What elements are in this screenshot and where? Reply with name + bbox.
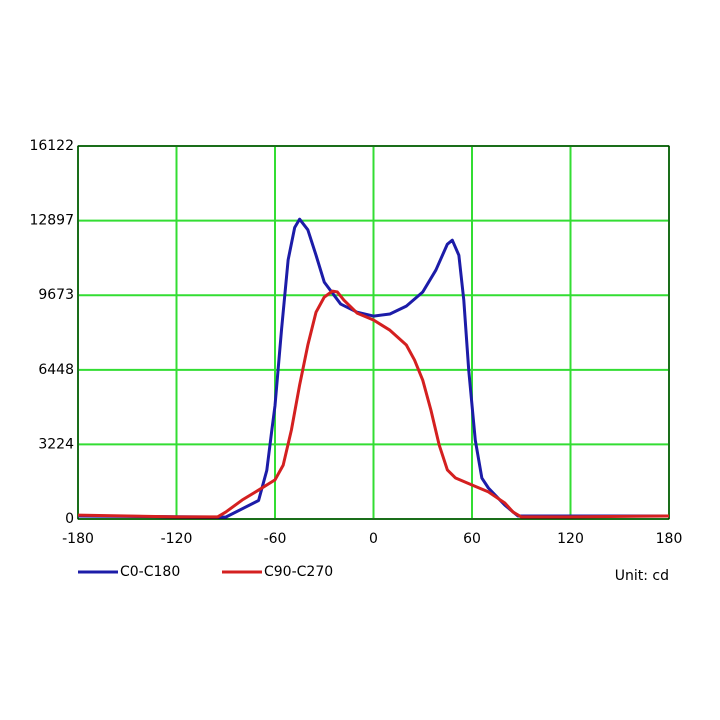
x-tick-label: 0 (369, 531, 378, 547)
x-tick-label: -180 (62, 531, 94, 547)
y-tick-label: 12897 (29, 213, 74, 229)
x-tick-label: -120 (161, 531, 193, 547)
legend-label: C0-C180 (120, 564, 180, 580)
data-line (77, 217, 669, 519)
x-tick-label: -60 (264, 531, 287, 547)
legend-label: C90-C270 (264, 564, 333, 580)
y-tick-label: 9673 (38, 287, 74, 303)
y-tick-label: 6448 (38, 362, 74, 378)
y-tick-label: 3224 (38, 436, 74, 452)
data-line (77, 289, 670, 519)
unit-label: Unit: cd (615, 568, 669, 584)
plot-border (77, 145, 670, 520)
x-tick-label: 60 (463, 531, 481, 547)
x-tick-label: 180 (656, 531, 683, 547)
y-tick-label: 0 (65, 511, 74, 527)
x-tick-label: 120 (557, 531, 584, 547)
y-tick-label: 16122 (29, 138, 74, 154)
